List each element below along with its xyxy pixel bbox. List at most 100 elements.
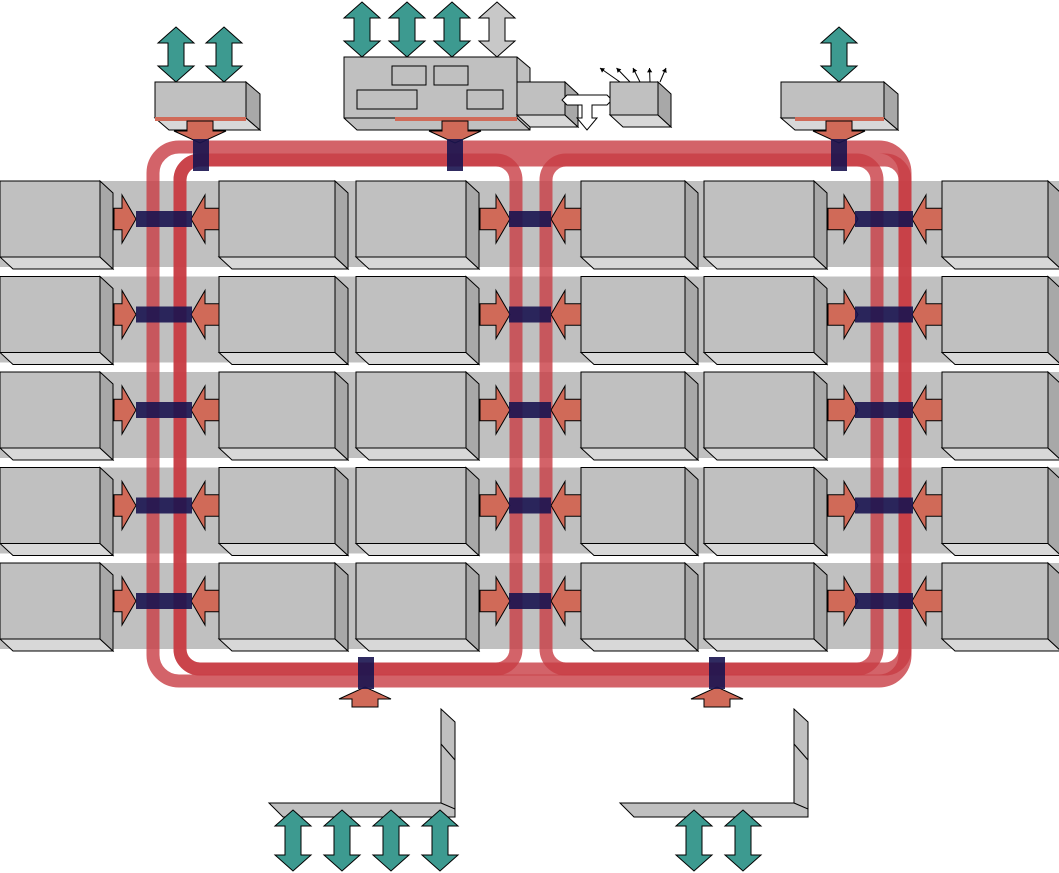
box-side-face xyxy=(813,370,828,462)
box-front-face xyxy=(580,562,686,640)
unit-edge xyxy=(793,743,809,761)
ring-stop-icon xyxy=(509,402,551,418)
box-bottom-face xyxy=(940,543,1059,556)
box-front-face xyxy=(703,467,815,544)
port-arrow-icon xyxy=(827,193,859,245)
io-double-arrow-icon xyxy=(371,809,411,872)
processing-node xyxy=(354,275,481,366)
port-arrow-icon xyxy=(479,479,511,532)
box-front-face xyxy=(218,562,336,640)
box-bottom-face xyxy=(0,352,115,365)
port-arrow-icon xyxy=(113,193,137,245)
ring-stop-icon xyxy=(358,657,374,689)
ring-stop-icon xyxy=(509,211,551,227)
box-bottom-face xyxy=(579,447,700,461)
box-front-face xyxy=(154,81,247,119)
box-front-face xyxy=(703,371,815,449)
processing-node xyxy=(217,561,350,653)
processing-node xyxy=(940,179,1059,270)
box-bottom-face xyxy=(702,352,829,365)
processing-node xyxy=(0,561,115,653)
box-front-face xyxy=(218,180,336,258)
unit-wall xyxy=(793,707,809,810)
port-arrow-icon xyxy=(173,120,227,144)
box-side-face xyxy=(1047,561,1059,650)
processing-node xyxy=(579,466,700,557)
box-side-face xyxy=(465,275,480,366)
control-block xyxy=(433,65,469,86)
unit-edge xyxy=(440,743,456,761)
ring-stops xyxy=(136,139,913,689)
box-side-face xyxy=(99,275,114,366)
port-arrow-icon xyxy=(812,120,866,144)
unit-port-strip xyxy=(795,117,884,121)
box-bottom-face xyxy=(217,447,350,461)
fan-out-arrowhead xyxy=(600,68,605,73)
box-side-face xyxy=(1047,179,1059,268)
io-double-arrow-icon xyxy=(819,26,859,83)
box-side-face xyxy=(684,561,699,653)
box-side-face xyxy=(334,466,349,557)
processing-nodes xyxy=(0,179,1059,653)
box-bottom-face xyxy=(354,543,481,556)
io-double-arrow-icon xyxy=(420,809,460,872)
box-front-face xyxy=(0,371,101,449)
processing-node xyxy=(702,179,829,271)
box-front-face xyxy=(0,180,101,258)
box-side-face xyxy=(1047,370,1059,459)
box-front-face xyxy=(355,180,467,258)
fan-out-arrowhead xyxy=(632,68,638,73)
box-front-face xyxy=(0,562,101,640)
unit-floor xyxy=(618,802,809,818)
fan-out-arrowhead xyxy=(647,68,653,73)
io-double-arrow-icon xyxy=(674,809,714,872)
box-bottom-face xyxy=(579,256,700,270)
io-double-arrow-icon xyxy=(387,1,427,58)
io-double-arrow-icon xyxy=(204,26,244,83)
control-block xyxy=(356,89,418,110)
box-front-face xyxy=(218,276,336,353)
box-bottom-face xyxy=(217,256,350,270)
box-front-face xyxy=(941,276,1049,353)
box-bottom-face xyxy=(354,447,481,461)
port-arrow-icon xyxy=(190,288,220,341)
box-side-face xyxy=(334,275,349,366)
box-side-face xyxy=(684,466,699,557)
left-io-unit xyxy=(153,80,262,132)
box-side-face xyxy=(465,370,480,462)
box-front-face xyxy=(703,562,815,640)
processing-node xyxy=(940,370,1059,461)
box-bottom-face xyxy=(217,352,350,365)
ring-stop-icon xyxy=(855,402,913,418)
port-arrow-icon xyxy=(190,575,220,627)
unit-port-strip xyxy=(395,117,517,121)
processing-node xyxy=(579,179,700,271)
processing-node xyxy=(217,370,350,462)
box-front-face xyxy=(218,467,336,544)
processing-node xyxy=(354,370,481,462)
fan-out-arrowhead xyxy=(616,68,622,73)
port-arrow-icon xyxy=(827,479,859,532)
io-double-arrow-icon xyxy=(432,1,472,58)
ring-stop-icon xyxy=(509,497,551,514)
port-arrow-icon xyxy=(113,479,137,532)
ring-stop-icon xyxy=(855,306,913,323)
port-arrow-icon xyxy=(479,288,511,341)
box-side-face xyxy=(99,561,114,653)
port-arrow-icon xyxy=(550,288,582,341)
box-front-face xyxy=(941,467,1049,544)
box-bottom-face xyxy=(940,352,1059,365)
box-side-face xyxy=(334,179,349,271)
ring-stop-icon xyxy=(855,211,913,227)
port-arrow-icon xyxy=(827,384,859,436)
processing-node xyxy=(217,466,350,557)
box-side-face xyxy=(334,561,349,653)
box-front-face xyxy=(218,371,336,449)
port-arrow-icon xyxy=(190,479,220,532)
ring-stop-icon xyxy=(136,402,192,418)
processing-node xyxy=(354,179,481,271)
port-arrow-icon xyxy=(911,384,943,436)
port-arrow-icon xyxy=(479,384,511,436)
bottom-left-io-unit xyxy=(267,707,456,818)
